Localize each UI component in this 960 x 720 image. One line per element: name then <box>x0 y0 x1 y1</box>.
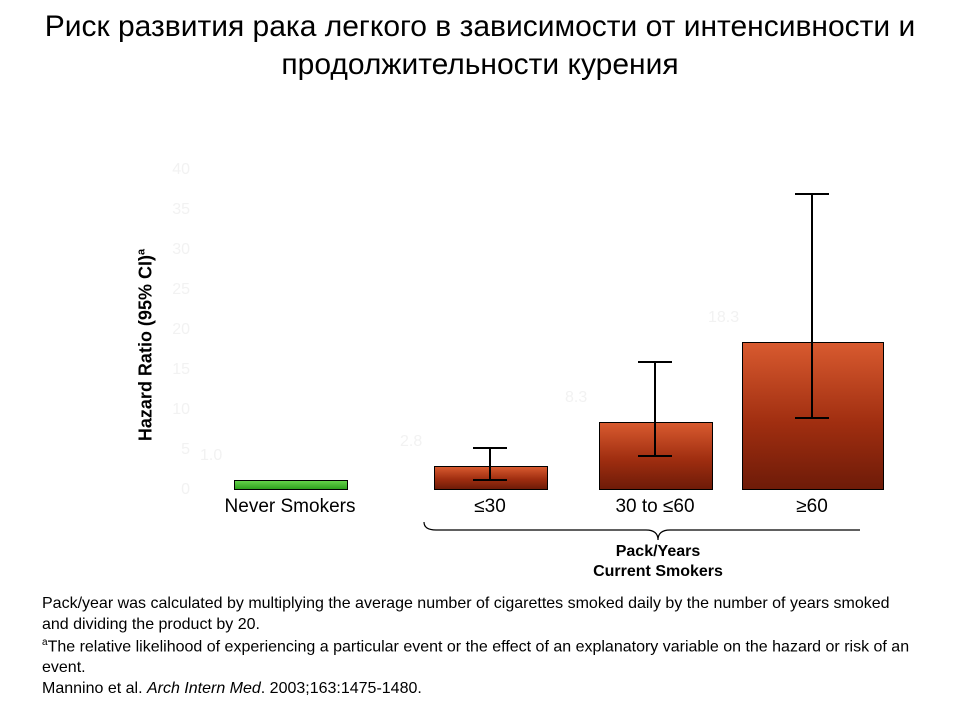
y-tick: 10 <box>172 401 190 419</box>
y-tick: 30 <box>172 241 190 259</box>
bar-value-label: 8.3 <box>565 389 587 407</box>
chart: Hazard Ratio (95% CI)a 0510152025303540 … <box>120 160 880 530</box>
errorbar <box>654 362 656 456</box>
plot-area: 0510152025303540 1.02.88.318.3 <box>160 170 860 490</box>
errorbar <box>811 194 813 418</box>
errorbar <box>489 448 491 480</box>
y-tick: 35 <box>172 201 190 219</box>
footnote-2: aThe relative likelihood of experiencing… <box>42 636 918 679</box>
footnote-2-text: The relative likelihood of experiencing … <box>42 638 909 676</box>
y-tick: 15 <box>172 361 190 379</box>
x-tick-label: 30 to ≤60 <box>615 496 694 518</box>
bar <box>234 480 348 490</box>
bar-value-label: 2.8 <box>400 433 422 451</box>
bar <box>742 342 884 490</box>
y-axis-label: Hazard Ratio (95% CI)a <box>136 249 157 441</box>
x-tick-label: Never Smokers <box>225 496 356 518</box>
x-tick-label: ≤30 <box>474 496 506 518</box>
footnotes: Pack/year was calculated by multiplying … <box>42 594 918 699</box>
citation-prefix: Mannino et al. <box>42 680 147 697</box>
citation-journal: Arch Intern Med <box>147 680 261 697</box>
y-axis-ticks: 0510152025303540 <box>160 170 194 490</box>
y-tick: 5 <box>181 441 190 459</box>
citation-suffix: . 2003;163:1475-1480. <box>261 680 422 697</box>
y-tick: 25 <box>172 281 190 299</box>
y-axis-label-text: Hazard Ratio (95% CI) <box>136 255 156 441</box>
sub-axis-line1: Pack/Years <box>616 543 701 560</box>
y-tick: 20 <box>172 321 190 339</box>
bar-value-label: 1.0 <box>200 447 222 465</box>
curly-brace <box>160 520 860 544</box>
x-axis-labels: Never Smokers ≤30 30 to ≤60 ≥60 <box>160 496 860 522</box>
y-axis-label-sup: a <box>136 249 148 255</box>
footnote-1: Pack/year was calculated by multiplying … <box>42 594 918 636</box>
slide-title: Риск развития рака легкого в зависимости… <box>0 0 960 83</box>
x-tick-label: ≥60 <box>796 496 828 518</box>
citation: Mannino et al. Arch Intern Med. 2003;163… <box>42 679 918 700</box>
bar <box>434 466 548 490</box>
bar-value-label: 18.3 <box>708 309 739 327</box>
y-tick: 40 <box>172 161 190 179</box>
sub-axis-line2: Current Smokers <box>593 563 723 580</box>
